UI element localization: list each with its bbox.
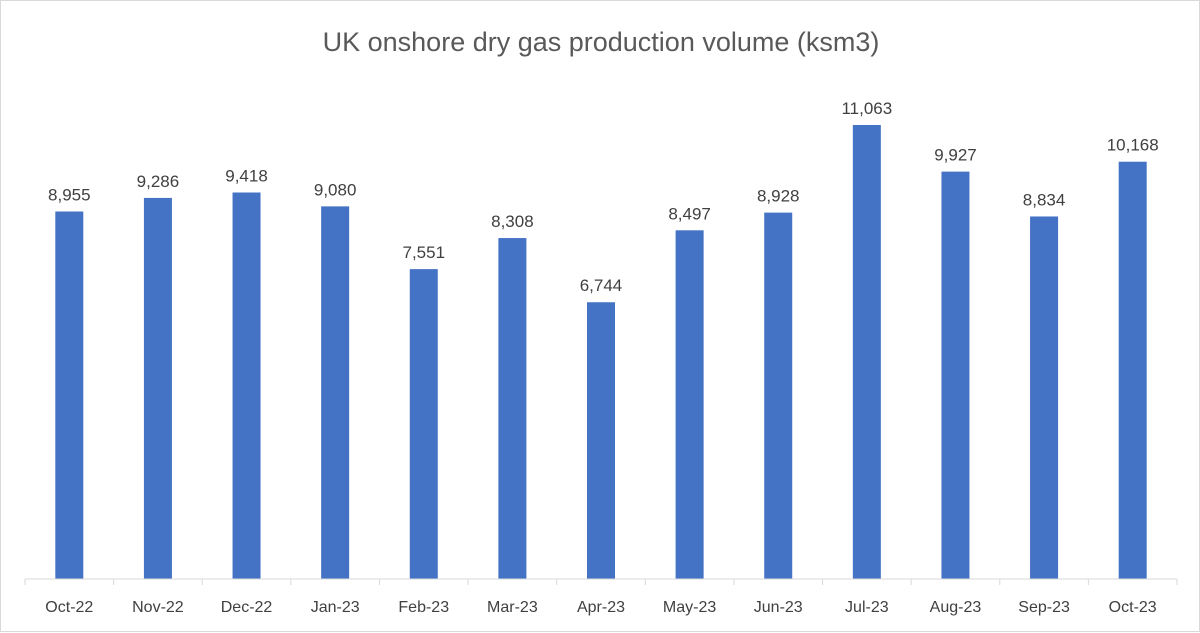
data-label-may-23: 8,497: [668, 204, 711, 223]
x-tick-label-feb-23: Feb-23: [398, 599, 449, 616]
data-label-jan-23: 9,080: [314, 180, 357, 199]
bar-dec-22: [232, 192, 261, 579]
data-label-jul-23: 11,063: [841, 99, 892, 118]
data-label-oct-23: 10,168: [1107, 136, 1159, 155]
bar-oct-23: [1118, 161, 1147, 579]
bar-jan-23: [321, 206, 350, 579]
data-label-sep-23: 8,834: [1023, 190, 1066, 209]
data-label-mar-23: 8,308: [491, 212, 534, 231]
x-tick-label-may-23: May-23: [663, 599, 716, 616]
x-tick-label-jan-23: Jan-23: [311, 599, 360, 616]
bars-group: [55, 125, 1147, 580]
x-tick-label-dec-22: Dec-22: [221, 599, 273, 616]
bar-jul-23: [852, 125, 881, 579]
x-tick-label-apr-23: Apr-23: [577, 599, 625, 616]
bar-aug-23: [941, 171, 970, 579]
data-label-aug-23: 9,927: [934, 146, 977, 165]
data-label-jun-23: 8,928: [757, 187, 800, 206]
x-tick-label-sep-23: Sep-23: [1018, 599, 1070, 616]
x-tick-label-oct-23: Oct-23: [1109, 599, 1157, 616]
bar-may-23: [675, 230, 704, 579]
data-label-feb-23: 7,551: [402, 243, 445, 262]
bar-apr-23: [587, 302, 615, 579]
bar-oct-22: [55, 211, 84, 580]
x-tick-label-mar-23: Mar-23: [487, 599, 538, 616]
bar-mar-23: [498, 238, 527, 579]
x-tick-label-jun-23: Jun-23: [754, 599, 803, 616]
data-label-apr-23: 6,744: [580, 276, 623, 295]
data-label-dec-22: 9,418: [225, 167, 268, 186]
x-tick-labels-group: Oct-22 Nov-22 Dec-22 Jan-23 Feb-23 Mar-23 Apr-…: [45, 599, 1157, 616]
data-label-oct-22: 8,955: [48, 186, 91, 205]
x-tick-marks-group: [24, 579, 1178, 585]
x-tick-label-oct-22: Oct-22: [45, 599, 93, 616]
x-tick-label-nov-22: Nov-22: [132, 599, 184, 616]
data-labels-group: 8,955 9,286 9,418 9,080 7,551 8,308 6,744 8,497…: [48, 99, 1159, 295]
bar-feb-23: [409, 269, 438, 579]
chart-title: UK onshore dry gas production volume (ks…: [323, 27, 880, 57]
bar-jun-23: [764, 212, 793, 579]
x-tick-label-aug-23: Aug-23: [930, 599, 982, 616]
bar-sep-23: [1030, 216, 1059, 579]
bar-nov-22: [143, 197, 172, 579]
x-tick-label-jul-23: Jul-23: [845, 599, 889, 616]
data-label-nov-22: 9,286: [137, 172, 180, 191]
